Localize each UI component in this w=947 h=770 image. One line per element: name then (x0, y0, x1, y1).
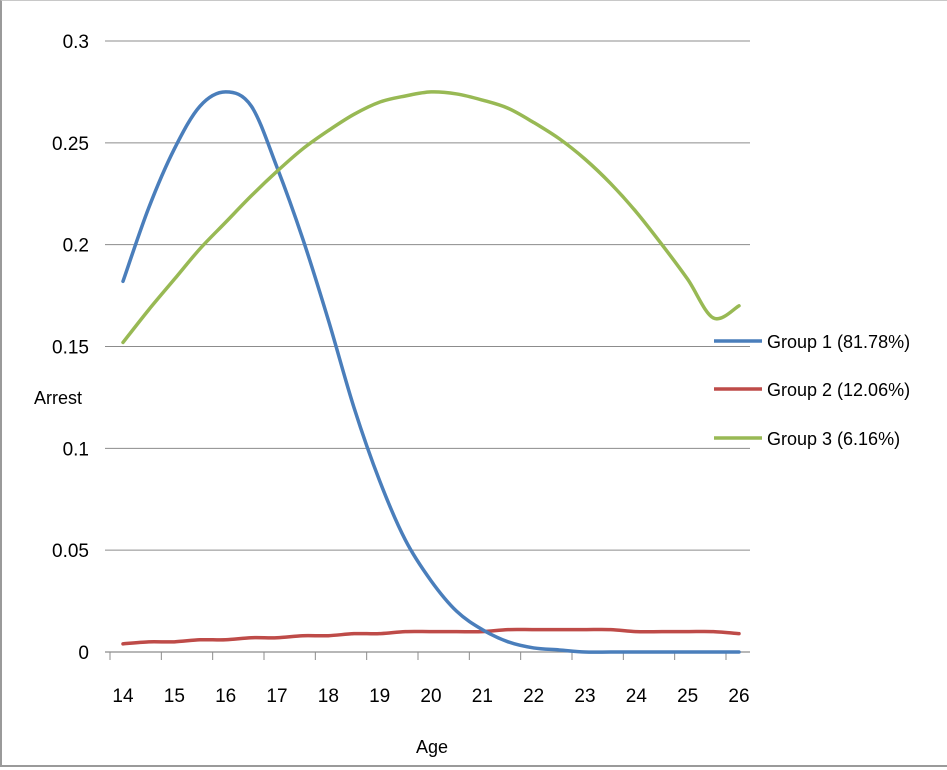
x-tick-label: 20 (420, 686, 441, 707)
y-tick-label: 0.25 (52, 134, 89, 155)
x-tick-label: 19 (369, 686, 390, 707)
x-tick-label: 26 (728, 686, 749, 707)
x-tick-label: 14 (112, 686, 134, 707)
y-tick-label: 0.3 (63, 32, 89, 53)
x-tick-label: 16 (215, 686, 236, 707)
y-tick-label: 0.05 (52, 541, 89, 562)
y-tick-label: 0.1 (63, 439, 89, 460)
x-tick-label: 22 (523, 686, 544, 707)
series-line-group-2 (121, 627, 741, 646)
x-tick-label: 15 (164, 686, 185, 707)
x-tick-labels: 14 15 16 17 18 19 20 21 22 23 24 25 26 (112, 686, 749, 707)
x-tick-label: 23 (574, 686, 595, 707)
x-axis-title: Age (416, 737, 448, 757)
x-tick-label: 17 (266, 686, 287, 707)
y-tick-labels: 0 0.05 0.1 0.15 0.2 0.25 0.3 (52, 32, 89, 664)
y-axis-title: Arrest (34, 388, 82, 408)
y-tick-label: 0.2 (63, 236, 89, 257)
legend: Group 1 (81.78%) Group 2 (12.06%) Group 3 … (714, 332, 910, 449)
x-tick-label: 24 (626, 686, 648, 707)
x-tick-label: 21 (472, 686, 493, 707)
x-tick-label: 25 (677, 686, 698, 707)
series-line-group-3 (121, 90, 741, 345)
legend-label-group-1: Group 1 (81.78%) (767, 332, 910, 352)
series-line-group-1 (121, 90, 741, 654)
y-tick-label: 0 (78, 643, 89, 664)
x-tick-label: 18 (318, 686, 339, 707)
y-tick-label: 0.15 (52, 338, 89, 359)
legend-label-group-2: Group 2 (12.06%) (767, 380, 910, 400)
legend-label-group-3: Group 3 (6.16%) (767, 429, 900, 449)
series-lines (121, 90, 741, 654)
gridlines (105, 40, 750, 551)
